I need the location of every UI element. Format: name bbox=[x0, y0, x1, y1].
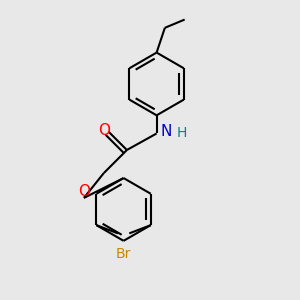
Text: H: H bbox=[176, 126, 187, 140]
Text: O: O bbox=[98, 123, 110, 138]
Text: Br: Br bbox=[116, 247, 131, 261]
Text: N: N bbox=[161, 124, 172, 139]
Text: O: O bbox=[78, 184, 90, 200]
